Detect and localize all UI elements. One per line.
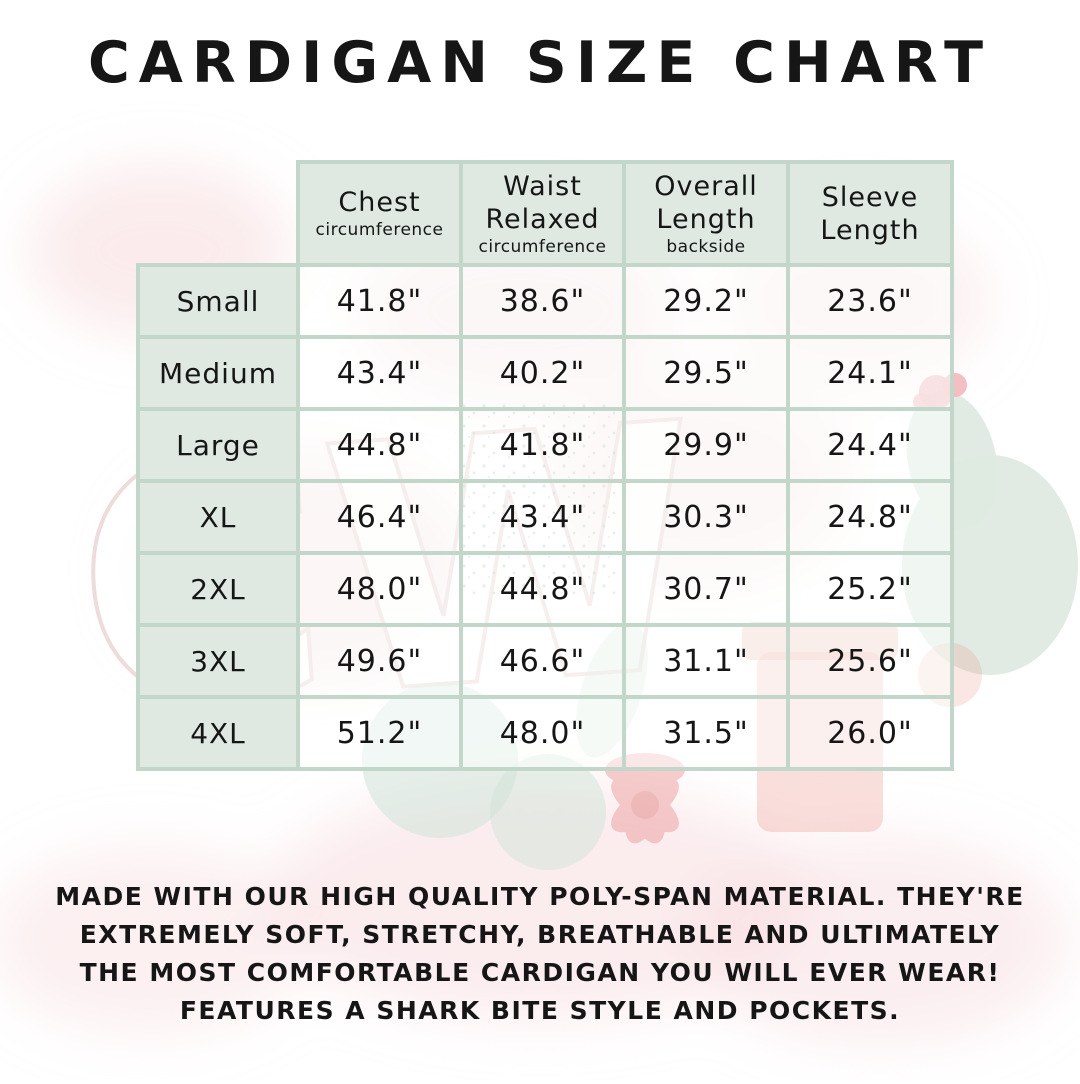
column-header-overall-length: Overall Length backside: [622, 160, 790, 267]
measurement-cell: 46.6": [459, 623, 626, 699]
table-row-4xl: 4XL 51.2" 48.0" 31.5" 26.0": [136, 695, 954, 771]
measurement-cell: 51.2": [296, 695, 463, 771]
measurement-cell: 44.8": [459, 551, 626, 627]
column-header-sleeve-length: Sleeve Length: [786, 160, 954, 267]
measurement-cell: 24.8": [786, 479, 954, 555]
column-label: Waist Relaxed: [485, 170, 600, 235]
description-line: MADE WITH OUR HIGH QUALITY POLY-SPAN MAT…: [55, 882, 1025, 911]
column-label: Sleeve Length: [820, 181, 920, 246]
column-header-chest: Chest circumference: [296, 160, 463, 267]
measurement-cell: 46.4": [296, 479, 463, 555]
measurement-cell: 40.2": [459, 335, 626, 411]
measurement-cell: 31.1": [622, 623, 790, 699]
measurement-cell: 41.8": [296, 263, 463, 339]
measurement-cell: 49.6": [296, 623, 463, 699]
size-label: 2XL: [136, 551, 300, 627]
size-label: Small: [136, 263, 300, 339]
size-label: Medium: [136, 335, 300, 411]
header-row: Chest circumference Waist Relaxed circum…: [138, 160, 954, 267]
measurement-cell: 23.6": [786, 263, 954, 339]
measurement-cell: 30.7": [622, 551, 790, 627]
measurement-cell: 24.4": [786, 407, 954, 483]
table-row-medium: Medium 43.4" 40.2" 29.5" 24.1": [136, 335, 954, 411]
description-line: THE MOST COMFORTABLE CARDIGAN YOU WILL E…: [79, 958, 1001, 987]
measurement-cell: 48.0": [296, 551, 463, 627]
measurement-cell: 38.6": [459, 263, 626, 339]
description-line: FEATURES A SHARK BITE STYLE AND POCKETS.: [179, 996, 901, 1025]
measurement-cell: 24.1": [786, 335, 954, 411]
table-row-small: Small 41.8" 38.6" 29.2" 23.6": [136, 263, 954, 339]
size-label: Large: [136, 407, 300, 483]
measurement-cell: 41.8": [459, 407, 626, 483]
table-row-2xl: 2XL 48.0" 44.8" 30.7" 25.2": [136, 551, 954, 627]
product-description: MADE WITH OUR HIGH QUALITY POLY-SPAN MAT…: [0, 878, 1080, 1030]
size-label: 3XL: [136, 623, 300, 699]
measurement-cell: 29.9": [622, 407, 790, 483]
measurement-cell: 44.8": [296, 407, 463, 483]
column-sublabel: backside: [666, 236, 746, 257]
measurement-cell: 25.2": [786, 551, 954, 627]
column-sublabel: circumference: [315, 220, 444, 240]
corner-empty-cell: [138, 162, 298, 265]
measurement-cell: 43.4": [296, 335, 463, 411]
column-sublabel: circumference: [478, 236, 607, 257]
column-label: Chest: [338, 187, 421, 218]
table-row-large: Large 44.8" 41.8" 29.9" 24.4": [136, 407, 954, 483]
measurement-cell: 29.5": [622, 335, 790, 411]
measurement-cell: 31.5": [622, 695, 790, 771]
size-label: 4XL: [136, 695, 300, 771]
description-line: EXTREMELY SOFT, STRETCHY, BREATHABLE AND…: [79, 920, 1001, 949]
measurement-cell: 29.2": [622, 263, 790, 339]
column-label: Overall Length: [654, 170, 758, 235]
column-header-waist: Waist Relaxed circumference: [459, 160, 626, 267]
measurement-cell: 43.4": [459, 479, 626, 555]
table-row-3xl: 3XL 49.6" 46.6" 31.1" 25.6": [136, 623, 954, 699]
page-title: CARDIGAN SIZE CHART: [87, 30, 993, 96]
measurement-cell: 26.0": [786, 695, 954, 771]
size-label: XL: [136, 479, 300, 555]
measurement-cell: 30.3": [622, 479, 790, 555]
measurement-cell: 25.6": [786, 623, 954, 699]
measurement-cell: 48.0": [459, 695, 626, 771]
table-row-xl: XL 46.4" 43.4" 30.3" 24.8": [136, 479, 954, 555]
size-table: Chest circumference Waist Relaxed circum…: [136, 160, 954, 771]
